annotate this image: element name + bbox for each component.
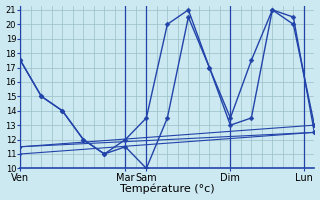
X-axis label: Température (°c): Température (°c) [120, 184, 215, 194]
